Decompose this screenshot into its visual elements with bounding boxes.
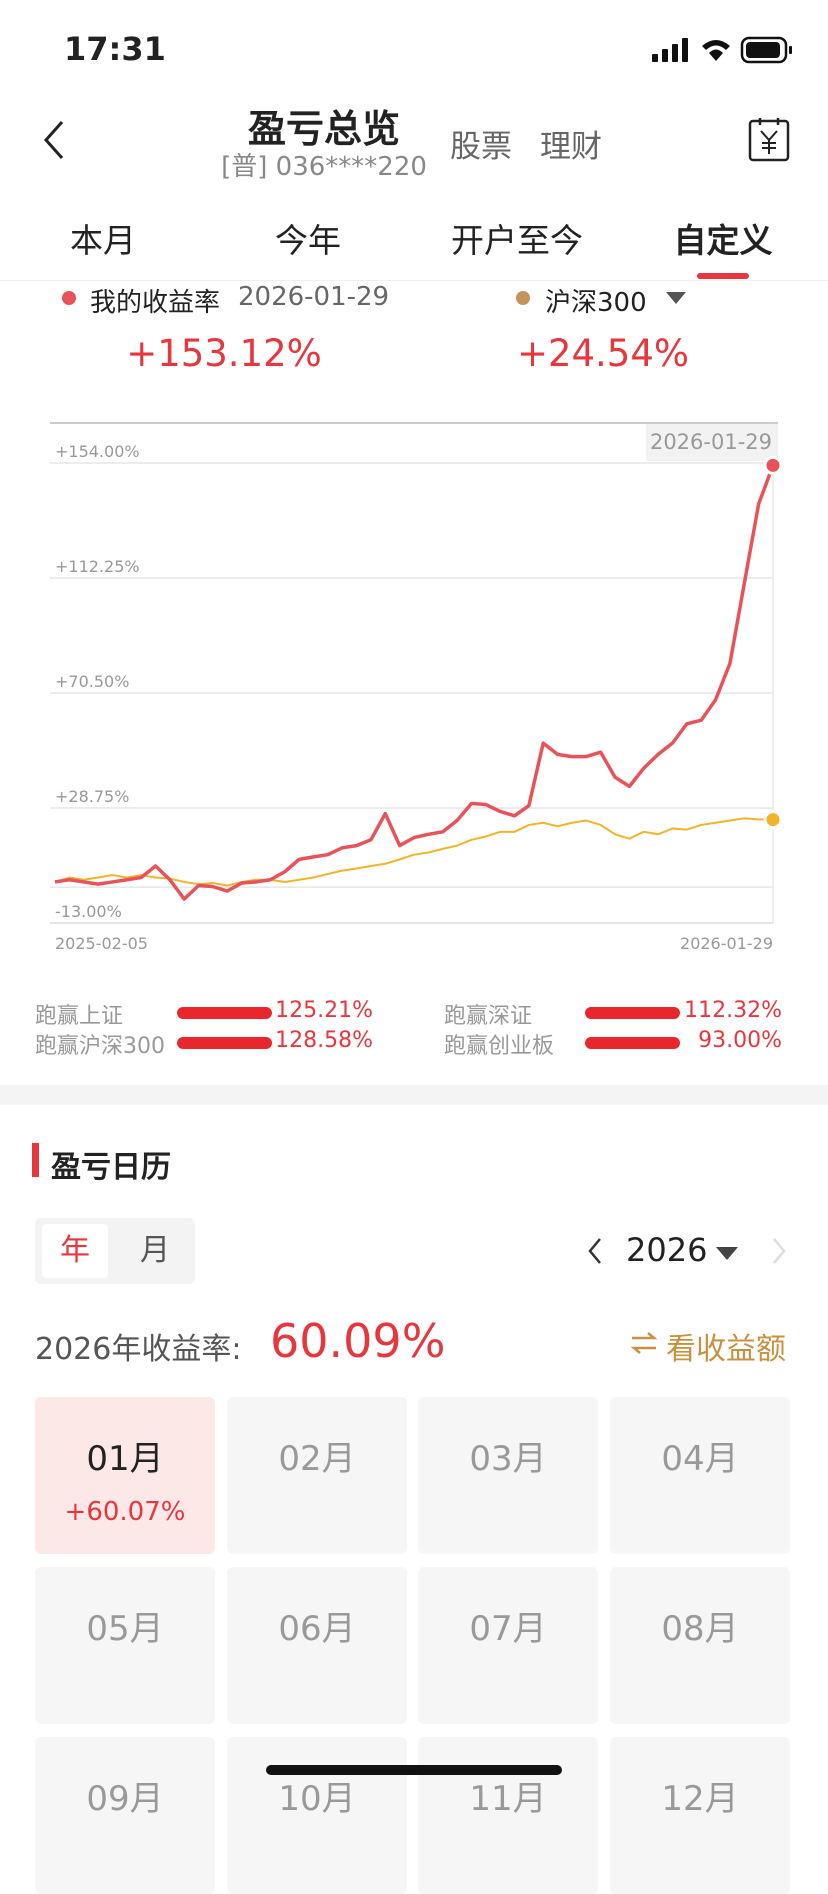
- return-chart: 2026-01-29 -13.00% +28.75% +70.50% +112.25% +…: [50, 422, 783, 953]
- month-label: 08月: [661, 1609, 739, 1649]
- home-indicator: [266, 1765, 562, 1775]
- month-cell[interactable]: 06月: [227, 1567, 407, 1724]
- period-tab[interactable]: 今年: [275, 221, 341, 260]
- comparison-value: 125.21%: [275, 998, 373, 1023]
- status-time: 17:31: [64, 30, 166, 68]
- month-label: 04月: [661, 1439, 739, 1479]
- series-line: [54, 817, 774, 887]
- end-point: [763, 810, 783, 830]
- month-cell[interactable]: 10月: [227, 1737, 407, 1894]
- month-cell[interactable]: 09月: [35, 1737, 215, 1894]
- screen: 17:31 盈亏总览 [普] 036****220 股票 理财 本月 今年 开户至今…: [0, 30, 828, 1819]
- status-icons: [652, 36, 792, 64]
- back-button[interactable]: [40, 118, 66, 162]
- year-value[interactable]: 2026: [626, 1231, 708, 1269]
- y-tick-label: -13.00%: [55, 902, 122, 921]
- tab-indicator: [697, 273, 749, 279]
- comparison-bar: [177, 1007, 272, 1019]
- comparison-value: 128.58%: [275, 1028, 373, 1053]
- y-tick-label: +28.75%: [55, 787, 129, 806]
- comparison-label: 跑赢沪深300: [35, 1034, 165, 1059]
- month-label: 02月: [278, 1439, 356, 1479]
- mode-month[interactable]: 月: [140, 1233, 170, 1268]
- month-label: 09月: [86, 1779, 164, 1819]
- comparison-label: 跑赢深证: [444, 1004, 533, 1029]
- month-label: 10月: [278, 1779, 356, 1819]
- month-cell[interactable]: 07月: [418, 1567, 598, 1724]
- period-tab[interactable]: 自定义: [673, 221, 773, 260]
- year-dropdown[interactable]: [714, 1244, 740, 1262]
- y-tick-label: +154.00%: [55, 442, 140, 461]
- comparison-bar: [585, 1037, 680, 1049]
- comparison-value: 93.00%: [698, 1028, 782, 1053]
- month-label: 11月: [469, 1779, 547, 1819]
- header-tab[interactable]: 股票: [450, 129, 512, 165]
- month-cell[interactable]: 12月: [610, 1737, 790, 1894]
- month-label: 01月: [86, 1439, 164, 1479]
- page: 盈亏总览 {"status_bar": {"time": "17:31"}, "…: [0, 30, 828, 1819]
- month-cell[interactable]: 02月: [227, 1397, 407, 1554]
- index-return: +24.54%: [516, 332, 690, 375]
- comparison-value: 112.32%: [684, 998, 782, 1023]
- statement-icon[interactable]: [748, 116, 790, 162]
- legend-label[interactable]: 沪深300: [545, 288, 647, 318]
- x-tick-label: 2025-02-05: [55, 934, 148, 953]
- summary-label: 2026年收益率:: [35, 1332, 242, 1367]
- month-return: +60.07%: [64, 1497, 186, 1527]
- month-label: 05月: [86, 1609, 164, 1649]
- divider: [0, 280, 828, 281]
- month-cell[interactable]: 05月: [35, 1567, 215, 1724]
- page-title: 盈亏总览: [247, 107, 400, 151]
- month-label: 12月: [661, 1779, 739, 1819]
- legend-dot: [516, 291, 530, 305]
- toggle-amount[interactable]: 看收益额: [666, 1332, 786, 1367]
- comparison-bar: [177, 1037, 272, 1049]
- legend-dot: [62, 291, 76, 305]
- period-tab[interactable]: 本月: [70, 221, 136, 260]
- month-cell[interactable]: 08月: [610, 1567, 790, 1724]
- legend-label: 我的收益率: [90, 288, 221, 318]
- account-number: [普] 036****220: [221, 152, 427, 182]
- y-tick-label: +112.25%: [55, 557, 140, 576]
- summary-value: 60.09%: [270, 1314, 446, 1368]
- comparison-label: 跑赢创业板: [444, 1034, 555, 1059]
- x-tick-label: 2026-01-29: [680, 934, 773, 953]
- prev-year[interactable]: [586, 1236, 604, 1266]
- mode-year[interactable]: 年: [42, 1224, 108, 1278]
- header-tab[interactable]: 理财: [540, 129, 602, 165]
- toggle-icon[interactable]: [630, 1330, 658, 1356]
- month-label: 06月: [278, 1609, 356, 1649]
- y-tick-label: +70.50%: [55, 672, 129, 691]
- month-label: 03月: [469, 1439, 547, 1479]
- period-tab[interactable]: 开户至今: [451, 221, 583, 260]
- tooltip-date: 2026-01-29: [650, 430, 772, 454]
- series-line: [54, 464, 775, 901]
- month-cell[interactable]: 04月: [610, 1397, 790, 1554]
- comparison-label: 跑赢上证: [35, 1004, 124, 1029]
- legend-date: 2026-01-29: [238, 282, 390, 312]
- section-title: 盈亏日历: [51, 1150, 171, 1185]
- next-year[interactable]: [770, 1236, 788, 1266]
- month-label: 07月: [469, 1609, 547, 1649]
- my-return: +153.12%: [126, 332, 322, 375]
- tooltip-box: [646, 424, 778, 461]
- end-point: [763, 455, 783, 475]
- month-cell[interactable]: 03月: [418, 1397, 598, 1554]
- dropdown-arrow[interactable]: [664, 290, 688, 306]
- section-marker: [32, 1143, 39, 1177]
- month-cell[interactable]: 11月: [418, 1737, 598, 1894]
- section-gap: [0, 1085, 828, 1105]
- month-cell[interactable]: 01月 +60.07%: [35, 1397, 215, 1554]
- comparison-bar: [585, 1007, 680, 1019]
